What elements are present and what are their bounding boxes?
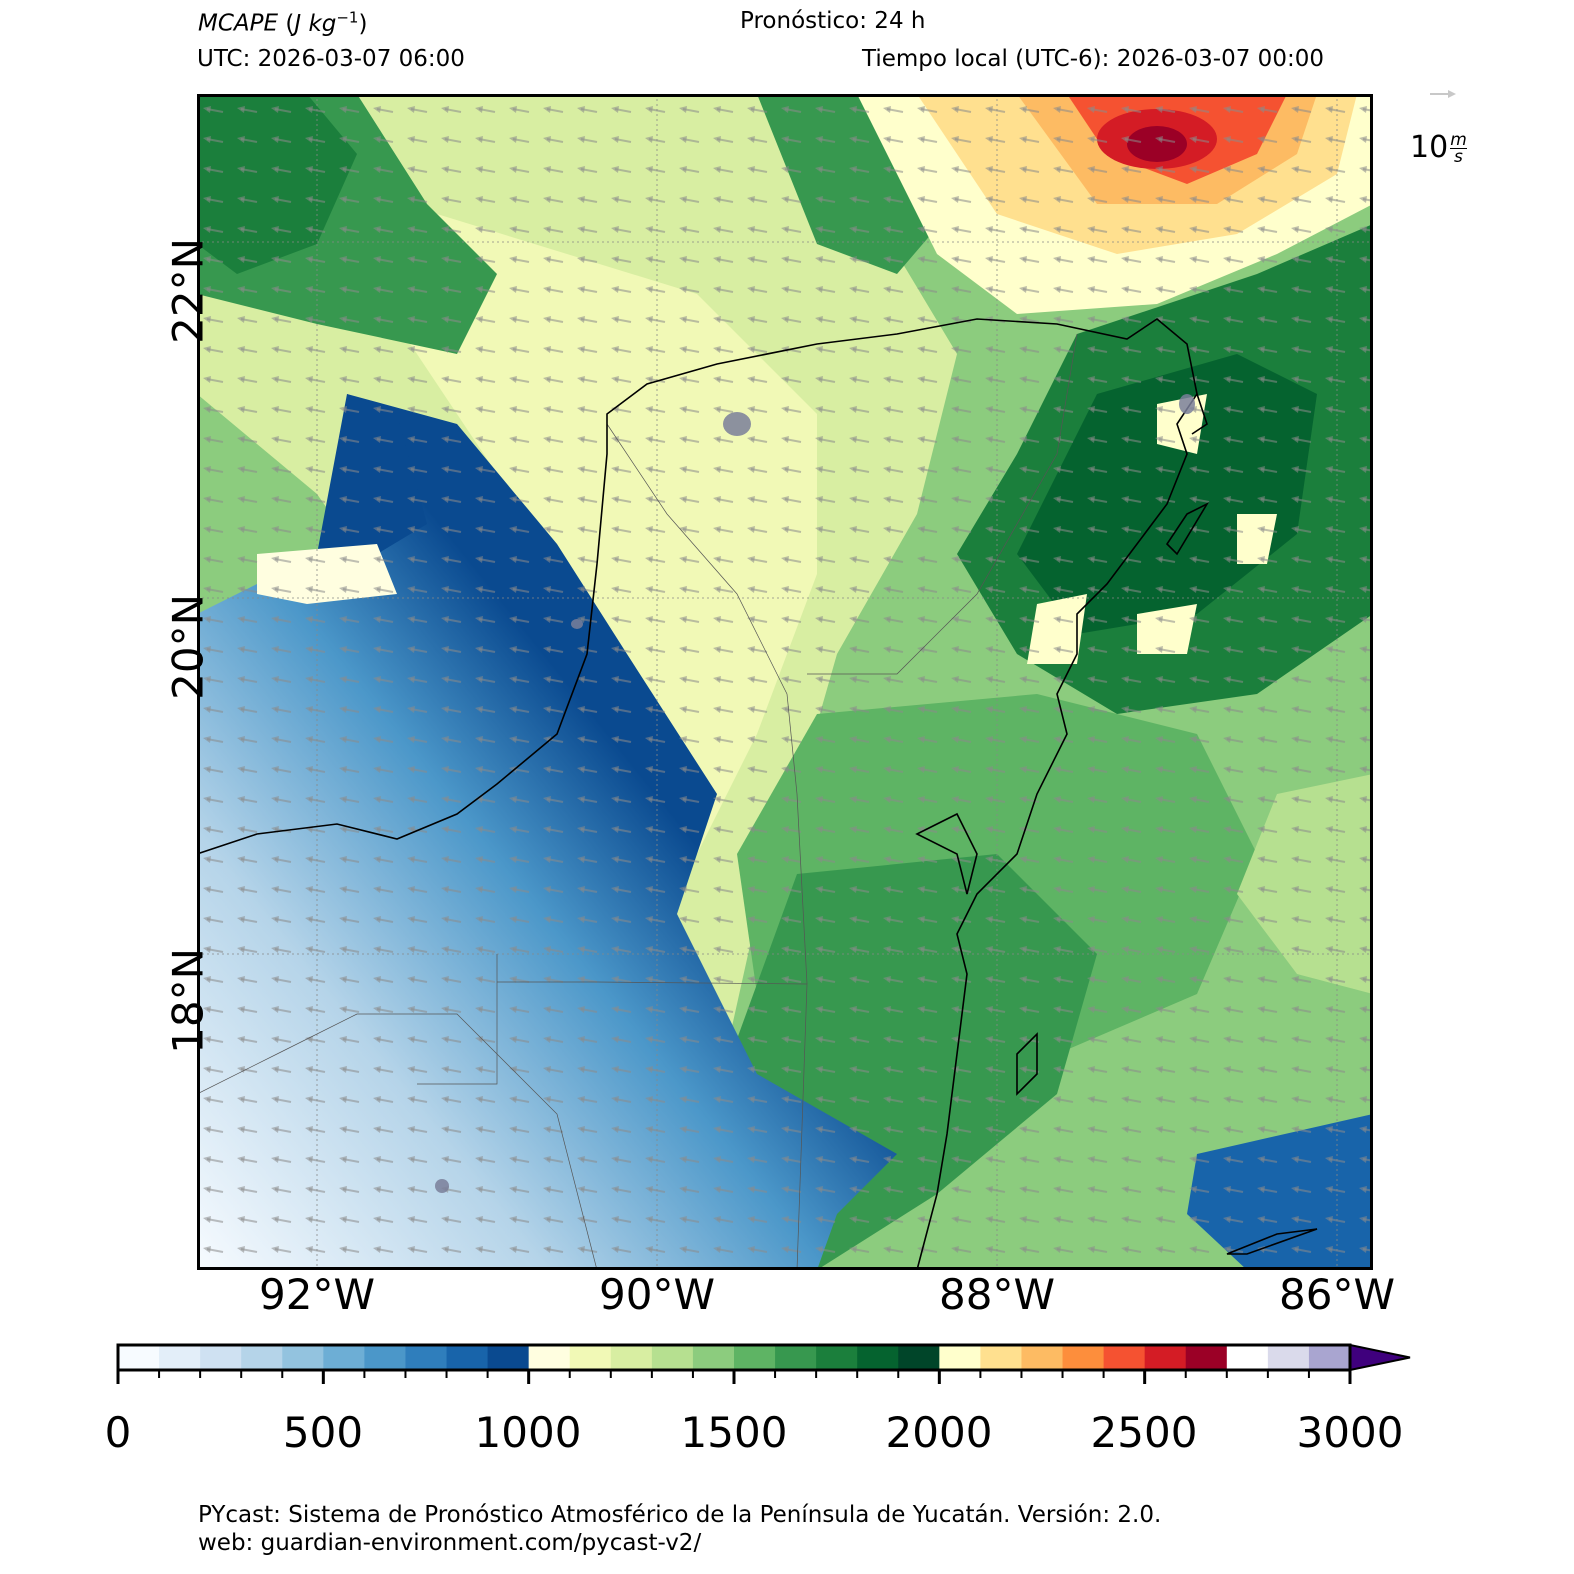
colorbar-tick-0: 0 <box>104 1408 132 1457</box>
colorbar-segment <box>323 1345 365 1370</box>
wind-key-value: 10 <box>1410 130 1449 165</box>
colorbar-segment <box>1267 1345 1310 1370</box>
colorbar-segment <box>282 1345 324 1370</box>
x-tick-88w: 88°W <box>939 1270 1055 1319</box>
footer-line-1: PYcast: Sistema de Pronóstico Atmosféric… <box>198 1502 1162 1528</box>
colorbar-segment <box>200 1345 242 1370</box>
mcape-map <box>197 94 1373 1270</box>
coastline <box>197 318 1318 1270</box>
wind-key-arrow <box>1430 90 1456 98</box>
colorbar-segment <box>1308 1345 1351 1370</box>
y-tick-18n: 18°N <box>163 948 213 1054</box>
colorbar-segment <box>816 1345 858 1370</box>
colorbar-segment <box>1062 1345 1105 1370</box>
forecast-label: Pronóstico: 24 h <box>740 8 926 34</box>
colorbar-segment <box>159 1345 201 1370</box>
colorbar-segment <box>939 1345 981 1370</box>
footer-line-2: web: guardian-environment.com/pycast-v2/ <box>198 1530 702 1556</box>
colorbar-segment <box>775 1345 817 1370</box>
variable-title: MCAPE (J kg−1) <box>198 8 367 37</box>
colorbar-segment <box>898 1345 940 1370</box>
colorbar-segment <box>1103 1345 1146 1370</box>
x-tick-92w: 92°W <box>259 1270 375 1319</box>
colorbar-segment <box>118 1345 160 1370</box>
colorbar-tick-3000: 3000 <box>1296 1408 1404 1457</box>
variable-units: (J kg−1) <box>285 8 368 37</box>
wind-key-label: 10 m s <box>1410 130 1467 167</box>
admin-borders <box>197 333 1078 1270</box>
colorbar-segment <box>1021 1345 1064 1370</box>
utc-label: UTC: 2026-03-07 06:00 <box>197 46 465 72</box>
colorbar <box>116 1343 1411 1384</box>
colorbar-segment <box>980 1345 1023 1370</box>
colorbar-segment <box>569 1345 612 1370</box>
y-tick-22n: 22°N <box>163 238 213 344</box>
colorbar-segment <box>528 1345 571 1370</box>
x-tick-86w: 86°W <box>1279 1270 1395 1319</box>
wind-key-unit-num: m <box>1450 130 1467 150</box>
colorbar-tick-2500: 2500 <box>1090 1408 1198 1457</box>
colorbar-segment <box>857 1345 899 1370</box>
colorbar-segment <box>446 1345 489 1370</box>
colorbar-tick-500: 500 <box>282 1408 364 1457</box>
wind-vectors <box>197 94 1373 1270</box>
local-time-label: Tiempo local (UTC-6): 2026-03-07 00:00 <box>862 46 1324 72</box>
map-frame <box>197 94 1373 1270</box>
colorbar-segment <box>241 1345 283 1370</box>
x-tick-90w: 90°W <box>599 1270 715 1319</box>
colorbar-extend-max <box>1349 1343 1411 1372</box>
urban-areas <box>435 394 1195 1193</box>
colorbar-tick-2000: 2000 <box>885 1408 993 1457</box>
colorbar-segment <box>1185 1345 1228 1370</box>
colorbar-segment <box>610 1345 653 1370</box>
graticule <box>197 94 1373 1270</box>
colorbar-segment <box>1144 1345 1187 1370</box>
wind-key-unit-den: s <box>1454 147 1463 167</box>
colorbar-segment <box>651 1345 694 1370</box>
colorbar-segment <box>487 1345 530 1370</box>
colorbar-segment <box>734 1345 776 1370</box>
y-tick-20n: 20°N <box>163 594 213 700</box>
variable-name: MCAPE <box>198 10 279 37</box>
colorbar-tick-1500: 1500 <box>680 1408 788 1457</box>
colorbar-segment <box>1226 1345 1269 1370</box>
colorbar-segment <box>364 1345 407 1370</box>
units-exponent: −1 <box>336 8 359 26</box>
colorbar-segment <box>692 1345 735 1370</box>
units-base: J kg <box>294 10 337 37</box>
colorbar-segment <box>405 1345 448 1370</box>
colorbar-tick-1000: 1000 <box>474 1408 582 1457</box>
